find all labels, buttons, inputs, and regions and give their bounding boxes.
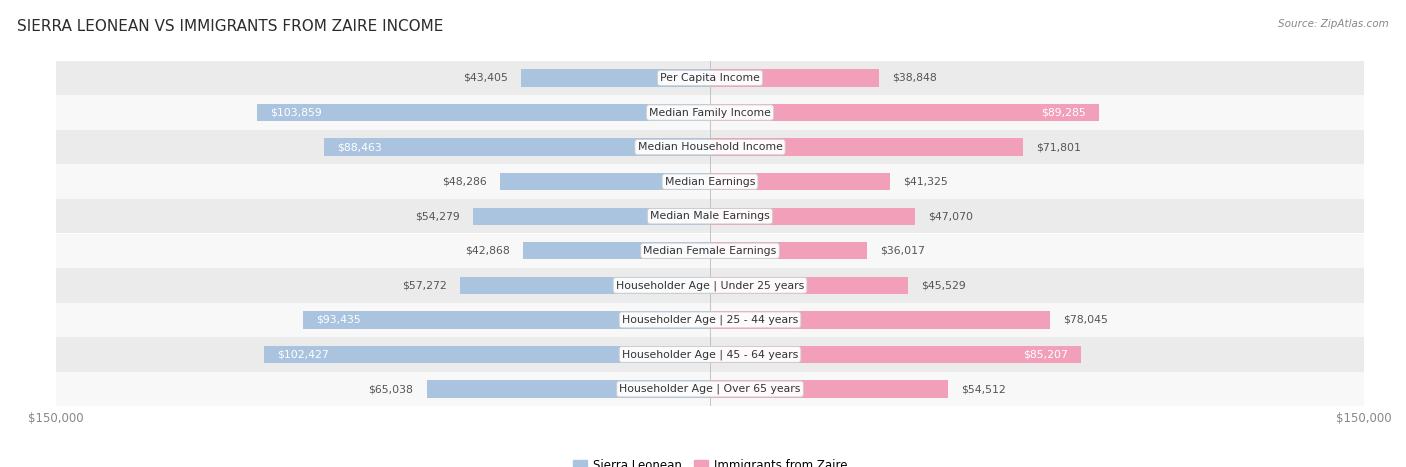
Text: $103,859: $103,859	[270, 107, 322, 118]
Text: $38,848: $38,848	[893, 73, 938, 83]
Bar	[499, 173, 710, 190]
Bar	[710, 380, 948, 397]
Text: $54,279: $54,279	[416, 211, 460, 221]
Bar	[56, 95, 1364, 130]
Legend: Sierra Leonean, Immigrants from Zaire: Sierra Leonean, Immigrants from Zaire	[568, 454, 852, 467]
Bar	[56, 268, 1364, 303]
Text: $85,207: $85,207	[1024, 349, 1069, 360]
Bar	[56, 164, 1364, 199]
Bar	[460, 276, 710, 294]
Text: $41,325: $41,325	[903, 177, 948, 187]
Text: Median Female Earnings: Median Female Earnings	[644, 246, 776, 256]
Text: $65,038: $65,038	[368, 384, 413, 394]
Text: $48,286: $48,286	[441, 177, 486, 187]
Bar	[710, 242, 868, 259]
Bar	[710, 138, 1024, 156]
Bar	[426, 380, 710, 397]
Text: $36,017: $36,017	[880, 246, 925, 256]
Text: Median Male Earnings: Median Male Earnings	[650, 211, 770, 221]
Text: Source: ZipAtlas.com: Source: ZipAtlas.com	[1278, 19, 1389, 28]
Bar	[523, 242, 710, 259]
Text: $71,801: $71,801	[1036, 142, 1081, 152]
Text: $45,529: $45,529	[921, 280, 966, 290]
Bar	[474, 207, 710, 225]
Text: Median Household Income: Median Household Income	[637, 142, 783, 152]
Text: $88,463: $88,463	[337, 142, 382, 152]
Bar	[710, 276, 908, 294]
Text: Householder Age | 45 - 64 years: Householder Age | 45 - 64 years	[621, 349, 799, 360]
Bar	[56, 337, 1364, 372]
Text: $54,512: $54,512	[960, 384, 1005, 394]
Text: Median Family Income: Median Family Income	[650, 107, 770, 118]
Bar	[302, 311, 710, 329]
Bar	[56, 234, 1364, 268]
Text: $47,070: $47,070	[928, 211, 973, 221]
Bar	[710, 173, 890, 190]
Bar	[263, 346, 710, 363]
Text: Median Earnings: Median Earnings	[665, 177, 755, 187]
Bar	[710, 311, 1050, 329]
Bar	[710, 104, 1099, 121]
Text: Householder Age | Over 65 years: Householder Age | Over 65 years	[619, 384, 801, 394]
Text: $78,045: $78,045	[1063, 315, 1108, 325]
Text: Householder Age | 25 - 44 years: Householder Age | 25 - 44 years	[621, 315, 799, 325]
Bar	[56, 372, 1364, 406]
Text: Per Capita Income: Per Capita Income	[659, 73, 761, 83]
Bar	[56, 199, 1364, 234]
Bar	[56, 130, 1364, 164]
Bar	[710, 346, 1081, 363]
Text: SIERRA LEONEAN VS IMMIGRANTS FROM ZAIRE INCOME: SIERRA LEONEAN VS IMMIGRANTS FROM ZAIRE …	[17, 19, 443, 34]
Bar	[710, 69, 879, 86]
Text: $102,427: $102,427	[277, 349, 329, 360]
Text: Householder Age | Under 25 years: Householder Age | Under 25 years	[616, 280, 804, 290]
Bar	[325, 138, 710, 156]
Text: $93,435: $93,435	[316, 315, 360, 325]
Text: $43,405: $43,405	[463, 73, 508, 83]
Text: $89,285: $89,285	[1042, 107, 1085, 118]
Bar	[56, 61, 1364, 95]
Bar	[56, 303, 1364, 337]
Text: $42,868: $42,868	[465, 246, 510, 256]
Text: $57,272: $57,272	[402, 280, 447, 290]
Bar	[710, 207, 915, 225]
Bar	[257, 104, 710, 121]
Bar	[520, 69, 710, 86]
